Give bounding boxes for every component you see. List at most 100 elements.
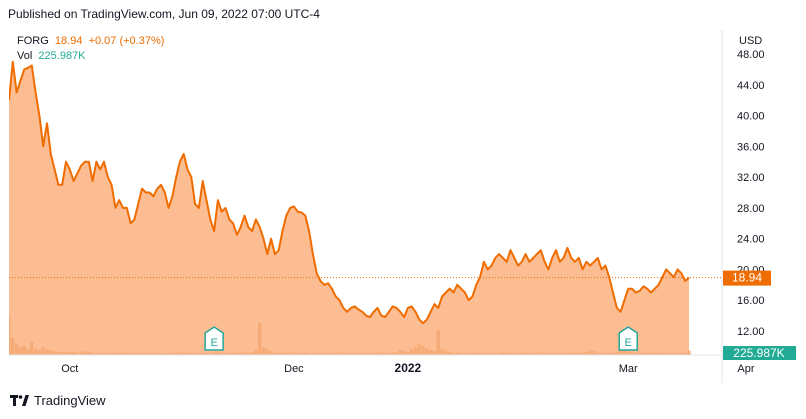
volume-bar-overlay (619, 350, 623, 355)
volume-bar-overlay (318, 352, 323, 355)
volume-bar-overlay (98, 352, 102, 355)
volume-bar-overlay (432, 351, 437, 355)
volume-bar-overlay (512, 353, 516, 355)
volume-bar-overlay (151, 352, 155, 355)
volume-bar-overlay (330, 352, 334, 355)
volume-bar-overlay (508, 352, 513, 355)
earnings-marker[interactable]: E (618, 326, 638, 351)
volume-bar-overlay (630, 352, 634, 355)
volume-bar-overlay (79, 352, 83, 355)
symbol-label[interactable]: FORG (17, 35, 49, 47)
volume-bar-overlay (182, 352, 186, 355)
volume-bar-overlay (11, 337, 15, 355)
earnings-marker-shape[interactable] (618, 326, 638, 351)
volume-bar-overlay (189, 352, 193, 355)
volume-bar-overlay (482, 352, 486, 355)
volume-bar-overlay (322, 353, 326, 355)
volume-bar-overlay (664, 352, 668, 355)
volume-bar-overlay (113, 352, 117, 355)
volume-bar-overlay (307, 353, 311, 355)
volume-bar-overlay (326, 353, 330, 355)
volume-bar-overlay (584, 352, 589, 355)
y-tick-label: 32.00 (737, 172, 765, 184)
volume-bar-overlay (303, 352, 307, 355)
volume-bar-overlay (216, 352, 220, 355)
volume-badge-bg (723, 346, 796, 360)
volume-bar-overlay (277, 353, 281, 355)
volume-bar-overlay (360, 353, 364, 355)
published-caption: Published on TradingView.com, Jun 09, 20… (8, 7, 320, 21)
footer-brand[interactable]: TradingView (34, 393, 106, 408)
x-tick-label: Dec (284, 363, 304, 375)
earnings-marker-label[interactable]: E (625, 337, 632, 349)
volume-bar-overlay (554, 353, 558, 355)
volume-bar-overlay (258, 322, 262, 355)
volume-bar-overlay (607, 352, 611, 355)
volume-bar-overlay (474, 352, 478, 355)
volume-bar-overlay (527, 353, 532, 355)
earnings-marker-shape[interactable] (204, 326, 224, 351)
volume-bar-overlay (102, 352, 106, 355)
earnings-marker[interactable]: E (204, 326, 224, 351)
volume-bar-overlay (364, 352, 368, 355)
volume-bar-overlay (425, 348, 429, 355)
y-tick-label: 16.00 (737, 295, 765, 307)
price-area (9, 60, 722, 355)
volume-bar-overlay (174, 352, 178, 355)
earnings-marker-label[interactable]: E (210, 337, 217, 349)
price-chart[interactable]: EEE USD 12.0016.0020.0024.0028.0032.0036… (9, 30, 796, 383)
volume-bar-overlay (349, 353, 353, 355)
tradingview-logo-icon[interactable] (10, 394, 29, 407)
volume-bar-overlay (239, 352, 243, 355)
volume-bar-overlay (531, 352, 535, 355)
volume-bar-overlay (398, 350, 402, 355)
volume-bar-overlay (368, 353, 372, 355)
x-tick-label: Apr (737, 363, 754, 375)
volume-bar-overlay (231, 352, 235, 355)
volume-bar-overlay (56, 351, 60, 355)
chart-canvas[interactable]: EEE USD 12.0016.0020.0024.0028.0032.0036… (9, 30, 796, 383)
volume-bar-overlay (413, 347, 418, 355)
y-tick-label: 36.00 (737, 141, 765, 153)
volume-bar-overlay (296, 352, 300, 355)
volume-bar-overlay (64, 351, 68, 355)
y-tick-label: 28.00 (737, 203, 765, 215)
volume-bar-overlay (269, 351, 273, 355)
volume-bar-overlay (569, 352, 573, 355)
volume-value: 225.987K (38, 50, 86, 62)
volume-bar-overlay (52, 351, 57, 355)
volume-bar-overlay (140, 353, 144, 355)
axes: USD 12.0016.0020.0024.0028.0032.0036.004… (9, 30, 765, 383)
earnings-markers[interactable]: EEE (204, 326, 796, 351)
volume-bar-overlay (679, 352, 683, 355)
volume-bar-overlay (254, 350, 258, 355)
volume-legend-row: Vol 225.987K (17, 49, 164, 64)
price-line (9, 60, 690, 325)
volume-bar-overlay (159, 353, 163, 355)
volume-bar-overlay (37, 350, 41, 355)
volume-bar-overlay (26, 349, 30, 355)
volume-bar-overlay (34, 349, 38, 355)
volume-bar-overlay (683, 353, 687, 355)
volume-bar-overlay (284, 352, 288, 355)
footer: TradingView (10, 393, 106, 408)
volume-bar-overlay (539, 352, 543, 355)
y-tick-label: 48.00 (737, 49, 765, 61)
volume-bar-overlay (315, 352, 319, 355)
volume-bar-overlay (155, 353, 159, 355)
volume-bar-overlay (353, 353, 357, 355)
volume-bar-overlay (558, 352, 562, 355)
volume-bar-overlay (356, 352, 361, 355)
volume-bar-overlay (486, 353, 490, 355)
volume-bar-overlay (626, 351, 630, 355)
volume-bar-overlay (125, 352, 129, 355)
volume-bar-overlay (383, 352, 387, 355)
volume-bar-overlay (417, 343, 421, 355)
volume-bar-overlay (87, 352, 91, 355)
volume-bar-overlay (227, 353, 231, 355)
volume-bar-overlay (421, 345, 425, 355)
volume-bar-overlay (645, 352, 649, 355)
volume-bar-overlay (660, 352, 664, 355)
volume-bar-overlay (581, 352, 585, 355)
volume-bar-overlay (497, 352, 501, 355)
